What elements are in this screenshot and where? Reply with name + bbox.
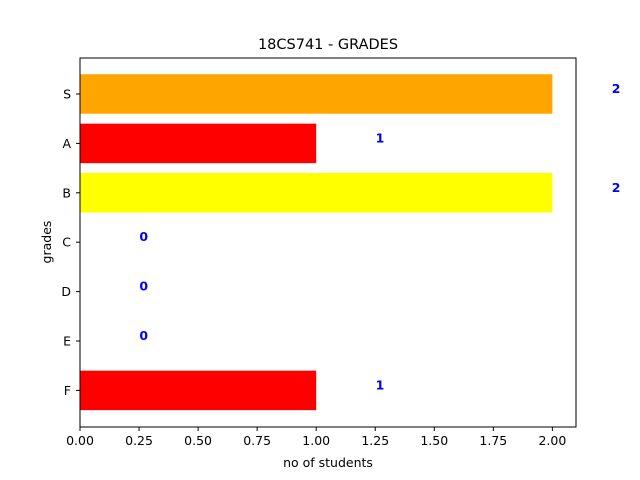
value-label-d: 0 [139, 279, 148, 294]
bar-f [80, 370, 317, 411]
bar-a [80, 123, 317, 164]
y-tick-label-d: D [61, 284, 71, 299]
y-tick-label-s: S [63, 87, 71, 102]
x-tick-label: 0.50 [184, 433, 212, 448]
x-tick-label: 2.00 [538, 433, 566, 448]
x-tick-label: 1.00 [302, 433, 330, 448]
chart-title: 18CS741 - GRADES [258, 37, 398, 53]
y-axis-ticks: S A B C D E F [61, 87, 80, 398]
value-label-f: 1 [376, 377, 385, 392]
value-label-e: 0 [139, 328, 148, 343]
value-label-b: 2 [612, 180, 621, 195]
value-label-a: 1 [376, 130, 385, 145]
x-tick-label: 0.00 [66, 433, 94, 448]
x-tick-label: 0.25 [125, 433, 153, 448]
bar-b [80, 173, 553, 213]
y-tick-label-b: B [62, 185, 71, 200]
y-tick-label-f: F [64, 383, 71, 398]
y-axis-label: grades [39, 221, 54, 264]
x-tick-label: 1.75 [479, 433, 507, 448]
x-axis-label: no of students [283, 455, 373, 470]
bars-layer [80, 74, 553, 411]
y-tick-label-e: E [63, 334, 71, 349]
y-tick-label-a: A [62, 136, 71, 151]
x-axis-ticks: 0.00 0.25 0.50 0.75 1.00 1.25 1.50 1.75 2.00 [66, 427, 566, 448]
value-label-c: 0 [139, 229, 148, 244]
y-tick-label-c: C [62, 235, 71, 250]
value-label-s: 2 [612, 81, 621, 96]
bar-s [80, 74, 553, 114]
value-labels-layer: 2 1 2 0 0 0 1 [139, 81, 620, 392]
x-tick-label: 1.50 [420, 433, 448, 448]
x-tick-label: 0.75 [243, 433, 271, 448]
x-tick-label: 1.25 [361, 433, 389, 448]
